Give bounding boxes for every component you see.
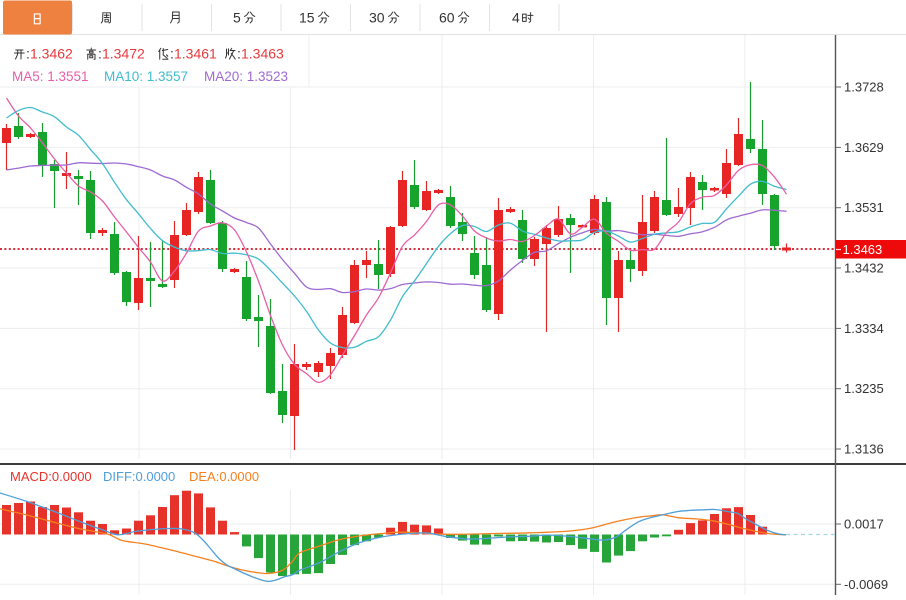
svg-text:MA10: 1.3557: MA10: 1.3557	[104, 69, 188, 84]
svg-text:1.3629: 1.3629	[844, 140, 884, 155]
svg-text:MA5: 1.3551: MA5: 1.3551	[12, 69, 89, 84]
svg-text:15: 15	[299, 10, 315, 26]
svg-text:1.3136: 1.3136	[844, 442, 884, 457]
svg-text:1.3531: 1.3531	[844, 200, 884, 215]
svg-text:30: 30	[369, 10, 385, 26]
svg-text:5: 5	[233, 10, 241, 26]
svg-text:1.3463: 1.3463	[241, 46, 284, 62]
svg-text:1.3463: 1.3463	[843, 242, 883, 257]
svg-text:1.3728: 1.3728	[844, 80, 884, 95]
svg-text:1.3472: 1.3472	[102, 46, 145, 62]
svg-text:1.3235: 1.3235	[844, 381, 884, 396]
svg-text:4: 4	[512, 10, 520, 26]
svg-text:MACD:0.0000: MACD:0.0000	[10, 469, 92, 484]
svg-text:1.3462: 1.3462	[30, 46, 73, 62]
svg-text:60: 60	[439, 10, 455, 26]
svg-text:0.0017: 0.0017	[844, 517, 884, 532]
svg-text:1.3432: 1.3432	[844, 261, 884, 276]
svg-text:1.3334: 1.3334	[844, 321, 884, 336]
svg-text:1.3461: 1.3461	[174, 46, 217, 62]
svg-text:DIFF:0.0000: DIFF:0.0000	[103, 469, 175, 484]
svg-text:-0.0069: -0.0069	[844, 577, 888, 592]
svg-text:MA20: 1.3523: MA20: 1.3523	[204, 69, 288, 84]
svg-text:DEA:0.0000: DEA:0.0000	[189, 469, 259, 484]
